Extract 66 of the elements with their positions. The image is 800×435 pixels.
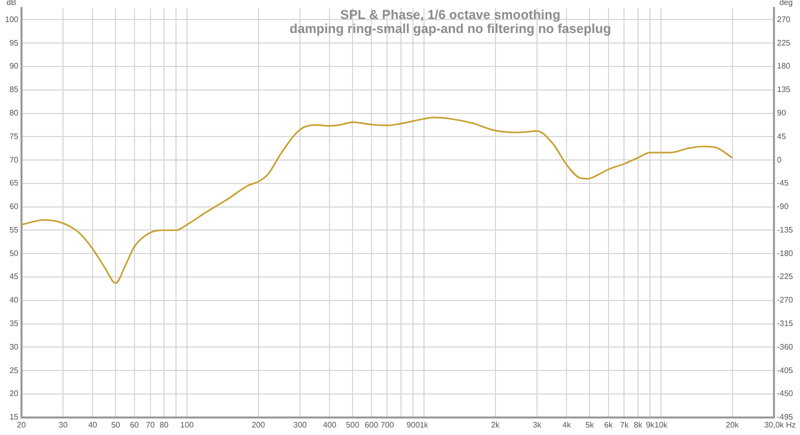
y-tick-label: 45: [9, 272, 19, 282]
y2-tick-label: -180: [776, 248, 794, 258]
y2-tick-label: 45: [776, 132, 786, 141]
x-tick-label: 70: [146, 420, 156, 430]
y-tick-label: 85: [9, 85, 19, 94]
x-tick-label: 40: [88, 420, 98, 430]
y-tick-label: 25: [9, 366, 19, 375]
y2-tick-label: 135: [776, 85, 791, 94]
y2-tick-label: 180: [776, 62, 791, 71]
y-tick-label: 80: [9, 108, 19, 118]
y-tick-label: 40: [9, 296, 19, 305]
x-tick-label: 400: [322, 420, 337, 430]
y-tick-label: 95: [9, 38, 19, 48]
y2-tick-label: 90: [776, 108, 786, 118]
y-tick-label: 50: [9, 248, 19, 258]
y-tick-label: 20: [9, 389, 19, 398]
x-tick-label: 6k: [604, 420, 614, 430]
x-tick-label: 900: [406, 420, 420, 430]
y2-tick-label: 225: [776, 38, 791, 48]
y2-tick-label: -45: [776, 178, 790, 188]
x-tick-label: 100: [180, 420, 194, 430]
y2-tick-label: -135: [776, 225, 794, 234]
x-tick-label: 7k: [620, 420, 630, 430]
x-tick-label: 80: [160, 420, 170, 430]
x-tick-label: 200: [252, 420, 266, 430]
x-tick-label: 5k: [585, 420, 595, 430]
x-tick-label: 20k: [726, 420, 740, 430]
y2-tick-label: -405: [776, 366, 794, 375]
x-tick-label: 60: [130, 420, 140, 430]
x-axis-title: Hz: [786, 420, 796, 430]
x-tick-label: 300: [293, 420, 308, 430]
y2-tick-label: -495: [776, 412, 794, 422]
y-tick-label: 70: [9, 155, 19, 164]
y-tick-label: 90: [9, 62, 19, 71]
x-tick-label: 30,0k: [764, 420, 785, 430]
x-tick-label: 50: [111, 420, 121, 430]
x-tick-label: 30: [58, 420, 68, 430]
y-tick-label: 65: [9, 178, 19, 188]
x-tick-label: 8k: [634, 420, 644, 430]
y-tick-label: 30: [9, 342, 19, 352]
y-tick-label: 75: [9, 132, 19, 141]
y2-tick-label: -225: [776, 272, 794, 282]
y-tick-label: 60: [9, 202, 19, 212]
x-tick-label: 2k: [491, 420, 501, 430]
y-tick-label: 15: [9, 412, 19, 422]
x-tick-label: 1k: [420, 420, 430, 430]
y-tick-label: 100: [4, 14, 19, 24]
y-tick-label: 55: [9, 225, 19, 234]
x-tick-label: 700: [380, 420, 394, 430]
y2-tick-label: -360: [776, 342, 794, 352]
chart-title: SPL & Phase, 1/6 octave smoothing: [340, 7, 560, 22]
x-tick-label: 9k: [646, 420, 656, 430]
y2-tick-label: -270: [776, 296, 794, 305]
x-tick-label: 10k: [654, 420, 668, 430]
x-tick-label: 500: [346, 420, 360, 430]
y-tick-label: 35: [9, 319, 19, 328]
y2-tick-label: 0: [776, 155, 782, 164]
x-tick-label: 4k: [562, 420, 572, 430]
x-tick-label: 20: [16, 420, 26, 430]
y2-tick-label: -90: [776, 202, 790, 212]
y2-tick-label: -315: [776, 319, 794, 328]
text: damping ring-small gap-and no filtering no faseplug: [290, 21, 612, 36]
x-tick-label: 3k: [532, 420, 542, 430]
x-tick-label: 600: [364, 420, 379, 430]
y2-tick-label: 270: [776, 14, 791, 24]
y2-tick-label: -450: [776, 389, 794, 398]
